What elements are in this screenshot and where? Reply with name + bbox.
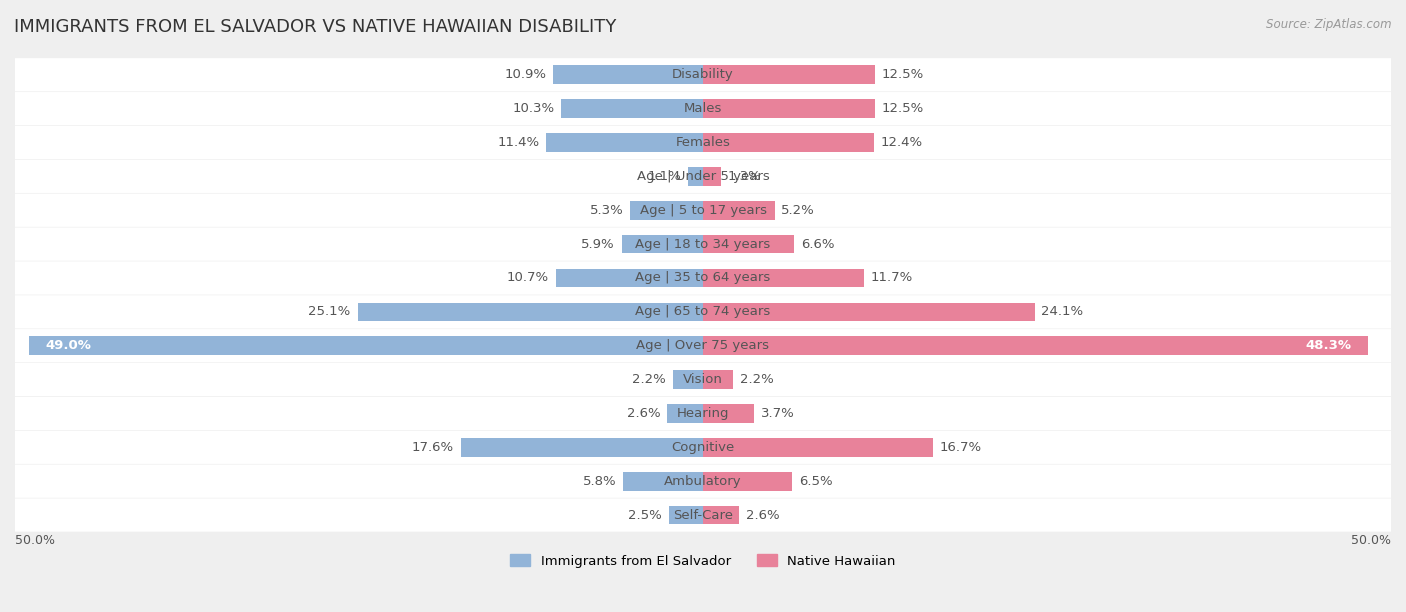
FancyBboxPatch shape <box>15 228 1391 261</box>
Bar <box>623 472 703 490</box>
Bar <box>703 438 932 457</box>
Text: Disability: Disability <box>672 69 734 81</box>
Bar <box>553 65 703 84</box>
Text: Females: Females <box>675 136 731 149</box>
Text: 11.4%: 11.4% <box>498 136 540 149</box>
Text: Age | 18 to 34 years: Age | 18 to 34 years <box>636 237 770 251</box>
Text: 1.1%: 1.1% <box>647 170 681 183</box>
FancyBboxPatch shape <box>15 397 1391 430</box>
Bar <box>703 201 775 220</box>
Text: 6.5%: 6.5% <box>800 475 832 488</box>
Text: 10.7%: 10.7% <box>506 272 548 285</box>
Text: Age | Over 75 years: Age | Over 75 years <box>637 339 769 353</box>
Bar <box>28 337 703 355</box>
Text: 2.5%: 2.5% <box>628 509 662 521</box>
Text: 6.6%: 6.6% <box>800 237 834 251</box>
Text: Age | 5 to 17 years: Age | 5 to 17 years <box>640 204 766 217</box>
Text: 50.0%: 50.0% <box>15 534 55 547</box>
Bar <box>672 370 703 389</box>
FancyBboxPatch shape <box>15 431 1391 464</box>
Text: 12.5%: 12.5% <box>882 102 924 115</box>
FancyBboxPatch shape <box>15 498 1391 532</box>
FancyBboxPatch shape <box>15 160 1391 193</box>
Text: 2.6%: 2.6% <box>627 407 661 420</box>
FancyBboxPatch shape <box>15 126 1391 159</box>
Bar <box>703 65 875 84</box>
Text: Ambulatory: Ambulatory <box>664 475 742 488</box>
Bar <box>461 438 703 457</box>
Text: 2.6%: 2.6% <box>745 509 779 521</box>
Text: Age | 35 to 64 years: Age | 35 to 64 years <box>636 272 770 285</box>
Bar <box>688 167 703 185</box>
Text: Self-Care: Self-Care <box>673 509 733 521</box>
Text: 24.1%: 24.1% <box>1042 305 1084 318</box>
Text: 2.2%: 2.2% <box>633 373 666 386</box>
Text: 48.3%: 48.3% <box>1305 339 1351 353</box>
Bar <box>703 472 793 490</box>
Text: 5.8%: 5.8% <box>582 475 616 488</box>
Bar <box>703 133 873 152</box>
Text: Age | Under 5 years: Age | Under 5 years <box>637 170 769 183</box>
Text: Source: ZipAtlas.com: Source: ZipAtlas.com <box>1267 18 1392 31</box>
Bar <box>703 235 794 253</box>
Bar <box>621 235 703 253</box>
Text: Vision: Vision <box>683 373 723 386</box>
Bar <box>703 269 865 287</box>
Bar <box>703 506 738 524</box>
FancyBboxPatch shape <box>15 329 1391 362</box>
FancyBboxPatch shape <box>15 295 1391 329</box>
Bar <box>555 269 703 287</box>
Text: Males: Males <box>683 102 723 115</box>
Text: 12.4%: 12.4% <box>880 136 922 149</box>
FancyBboxPatch shape <box>15 92 1391 125</box>
Bar <box>703 337 1368 355</box>
Bar <box>357 302 703 321</box>
Text: 1.3%: 1.3% <box>728 170 762 183</box>
Legend: Immigrants from El Salvador, Native Hawaiian: Immigrants from El Salvador, Native Hawa… <box>505 549 901 573</box>
Text: 3.7%: 3.7% <box>761 407 794 420</box>
Text: 25.1%: 25.1% <box>308 305 350 318</box>
Text: 10.3%: 10.3% <box>512 102 554 115</box>
Text: Hearing: Hearing <box>676 407 730 420</box>
Bar <box>668 404 703 423</box>
Text: Cognitive: Cognitive <box>672 441 734 454</box>
Text: 17.6%: 17.6% <box>412 441 454 454</box>
Bar <box>703 302 1035 321</box>
Text: 5.2%: 5.2% <box>782 204 815 217</box>
Bar <box>703 99 875 118</box>
Bar <box>546 133 703 152</box>
Text: 49.0%: 49.0% <box>45 339 91 353</box>
FancyBboxPatch shape <box>15 193 1391 227</box>
Text: 50.0%: 50.0% <box>1351 534 1391 547</box>
FancyBboxPatch shape <box>15 58 1391 91</box>
Text: Age | 65 to 74 years: Age | 65 to 74 years <box>636 305 770 318</box>
FancyBboxPatch shape <box>15 363 1391 396</box>
Text: IMMIGRANTS FROM EL SALVADOR VS NATIVE HAWAIIAN DISABILITY: IMMIGRANTS FROM EL SALVADOR VS NATIVE HA… <box>14 18 616 36</box>
Bar <box>703 404 754 423</box>
Text: 5.9%: 5.9% <box>581 237 614 251</box>
Text: 11.7%: 11.7% <box>870 272 912 285</box>
Text: 2.2%: 2.2% <box>740 373 773 386</box>
Bar <box>561 99 703 118</box>
Text: 16.7%: 16.7% <box>939 441 981 454</box>
Bar <box>703 370 734 389</box>
FancyBboxPatch shape <box>15 261 1391 294</box>
Text: 5.3%: 5.3% <box>589 204 623 217</box>
Bar <box>703 167 721 185</box>
FancyBboxPatch shape <box>15 465 1391 498</box>
Text: 10.9%: 10.9% <box>505 69 546 81</box>
Bar <box>669 506 703 524</box>
Text: 12.5%: 12.5% <box>882 69 924 81</box>
Bar <box>630 201 703 220</box>
